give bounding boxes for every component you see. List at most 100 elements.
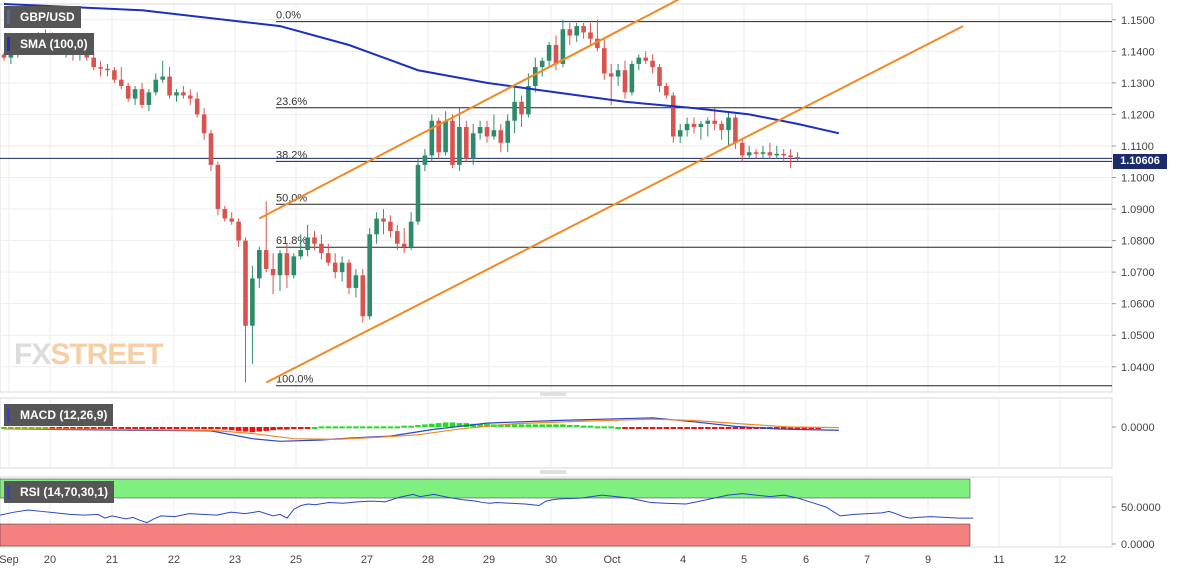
macd-histogram-bar — [532, 424, 539, 427]
tag-swatch — [7, 10, 10, 24]
candle-body — [781, 153, 786, 156]
candle-body — [622, 70, 628, 93]
macd-histogram-bar — [787, 427, 794, 429]
y-tick-label: 1.1000 — [1121, 172, 1155, 184]
macd-histogram-bar — [498, 424, 504, 427]
macd-histogram-bar — [718, 427, 725, 429]
candle-body — [408, 221, 414, 247]
macd-histogram-bar — [705, 427, 711, 429]
sma-label: SMA (100,0) — [20, 37, 88, 51]
candle-body — [546, 45, 552, 61]
macd-histogram-bar — [449, 422, 456, 427]
candle-body — [415, 164, 421, 222]
macd-histogram-bar — [249, 427, 256, 433]
macd-histogram-bar — [429, 423, 435, 427]
candle-body — [201, 114, 207, 134]
macd-histogram-bar — [90, 427, 97, 429]
candle-body — [326, 253, 331, 263]
candle-body — [381, 218, 386, 222]
candle-body — [346, 262, 352, 288]
sma-100-line — [3, 3, 840, 135]
macd-histogram-bar — [518, 424, 525, 427]
candle-body — [588, 32, 593, 39]
candle-body — [181, 92, 186, 96]
macd-histogram-bar — [622, 427, 628, 429]
rsi-oversold-band — [0, 523, 971, 547]
x-tick-label: 9 — [925, 554, 931, 566]
candle-body — [139, 89, 145, 105]
candle-body — [746, 152, 752, 156]
candle-body — [395, 231, 400, 244]
candle-body — [470, 133, 476, 159]
fib-level-label: 50.0% — [276, 192, 307, 204]
candle-body — [436, 120, 441, 153]
candle-body — [684, 123, 690, 131]
candle-body — [671, 95, 676, 137]
macd-histogram-bar — [146, 427, 152, 429]
candle-body — [332, 262, 338, 273]
candle-body — [112, 70, 117, 80]
macd-histogram-bar — [360, 426, 366, 429]
candle-body — [698, 123, 704, 128]
macd-histogram-bar — [56, 427, 62, 429]
candle-body — [498, 130, 504, 143]
instrument-tag[interactable]: GBP/USD — [4, 6, 81, 28]
macd-histogram-bar — [339, 426, 345, 429]
macd-histogram-bar — [242, 427, 249, 432]
macd-histogram-bar — [815, 427, 821, 429]
x-tick-label: 22 — [168, 554, 180, 566]
candle-body — [250, 278, 255, 326]
macd-histogram-bar — [539, 424, 545, 427]
macd-histogram-bar — [553, 424, 559, 427]
macd-histogram-bar — [284, 427, 290, 430]
candle-body — [153, 79, 159, 93]
macd-histogram-bar — [125, 427, 131, 429]
candle-body — [767, 152, 773, 156]
x-tick-label: 7 — [864, 554, 870, 566]
macd-histogram-bar — [656, 427, 663, 429]
candle-body — [664, 86, 669, 96]
macd-histogram-bar — [270, 427, 276, 431]
candle-body — [305, 237, 310, 251]
macd-histogram-bar — [104, 427, 111, 429]
rsi-overbought-band — [0, 478, 971, 499]
candle-body — [533, 67, 538, 87]
current-price-badge: 1.10606 — [1113, 154, 1167, 169]
candle-body — [119, 79, 124, 87]
macd-histogram-bar — [353, 426, 359, 429]
candle-body — [491, 130, 497, 137]
macd-histogram-bar — [580, 425, 587, 428]
sma-tag[interactable]: SMA (100,0) — [4, 33, 94, 55]
macd-histogram-bar — [698, 427, 704, 429]
rsi-tag[interactable]: RSI (14,70,30,1) — [4, 481, 115, 503]
macd-histogram-bar — [15, 427, 21, 429]
y-tick-label: 1.0500 — [1121, 330, 1155, 342]
candle-body — [8, 54, 14, 58]
candle-body — [712, 120, 717, 124]
macd-histogram-bar — [484, 423, 490, 427]
candle-body — [657, 67, 662, 87]
candle-body — [194, 98, 200, 115]
macd-histogram-bar — [297, 427, 304, 429]
candle-body — [422, 155, 428, 165]
candle-body — [353, 275, 359, 288]
candle-body — [629, 63, 635, 93]
macd-histogram-bar — [435, 423, 442, 427]
y-tick-label: 1.0400 — [1121, 362, 1155, 374]
candle-body — [125, 86, 131, 99]
macd-histogram-bar — [366, 426, 373, 429]
candle-body — [615, 70, 621, 77]
candle-body — [160, 76, 165, 80]
candle-body — [188, 95, 193, 99]
macd-histogram-bar — [159, 427, 166, 429]
candle-body — [526, 86, 531, 115]
macd-tag[interactable]: MACD (12,26,9) — [4, 404, 114, 426]
x-tick-label: 6 — [803, 554, 809, 566]
candle-body — [319, 243, 324, 254]
candle-body — [339, 262, 345, 273]
macd-label: MACD (12,26,9) — [20, 408, 108, 422]
candle-body — [477, 127, 483, 134]
candle-body — [105, 68, 110, 71]
macd-histogram-bar — [560, 424, 566, 427]
x-tick-label: 25 — [290, 554, 302, 566]
